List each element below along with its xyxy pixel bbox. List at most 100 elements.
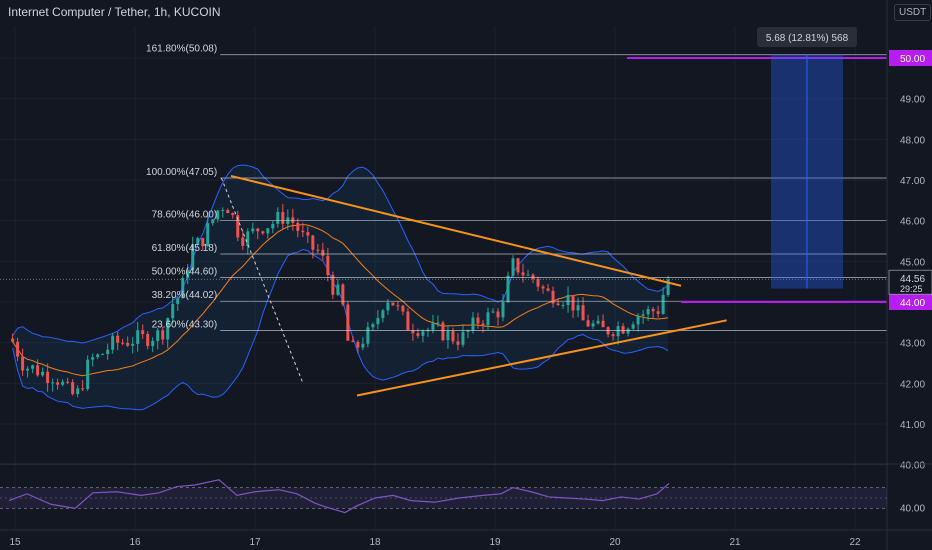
time-axis-tick: 15 <box>9 537 21 548</box>
bollinger-lower-band <box>12 249 669 411</box>
candle-body <box>616 326 620 337</box>
candle-body <box>241 237 245 246</box>
candle-body <box>256 228 260 232</box>
candle-body <box>91 357 95 360</box>
candle-body <box>321 249 325 256</box>
candle-body <box>86 359 90 389</box>
candle-body <box>266 228 270 234</box>
candle-body <box>126 342 130 346</box>
measure-label-box <box>757 27 857 47</box>
price-axis-tick: 43.00 <box>900 339 925 350</box>
target-price-tag-label: 50.00 <box>900 54 925 65</box>
candle-body <box>121 342 125 344</box>
candle-body <box>221 209 225 211</box>
candle-body <box>611 334 615 337</box>
candle-body <box>571 295 575 311</box>
time-axis-tick: 20 <box>609 537 621 548</box>
candle-body <box>656 311 660 314</box>
candle-body <box>581 305 585 321</box>
candle-body <box>486 312 490 326</box>
candle-body <box>476 317 480 324</box>
candle-body <box>406 311 410 331</box>
candle-body <box>461 331 465 345</box>
candle-body <box>111 335 115 350</box>
candle-body <box>46 371 50 383</box>
candle-body <box>71 382 75 395</box>
candle-body <box>146 333 150 347</box>
candle-body <box>96 354 100 358</box>
price-axis-tick: 48.00 <box>900 135 925 146</box>
support-price-tag-label: 44.00 <box>900 298 925 309</box>
candle-body <box>451 330 455 342</box>
candle-body <box>346 304 350 341</box>
candle-body <box>436 322 440 324</box>
candle-body <box>411 330 415 334</box>
candle-body <box>491 311 495 313</box>
candle-body <box>566 295 570 305</box>
price-axis-tick: 42.00 <box>900 379 925 390</box>
candle-body <box>481 323 485 326</box>
candle-body <box>621 326 625 334</box>
candle-body <box>16 341 20 357</box>
fib-level-label: 38.20%(44.02) <box>152 290 218 301</box>
candle-body <box>516 258 520 273</box>
price-axis-tick: 49.00 <box>900 95 925 106</box>
candle-body <box>351 340 355 342</box>
rsi-axis-tick: 40.00 <box>900 503 925 514</box>
fib-level-label: 61.80%(45.18) <box>152 243 218 254</box>
candle-body <box>456 341 460 345</box>
candle-body <box>251 228 255 232</box>
time-axis-tick: 21 <box>729 537 741 548</box>
chart-title: Internet Computer / Tether, 1h, KUCOIN <box>8 5 221 19</box>
candle-body <box>36 365 40 376</box>
time-axis-tick: 17 <box>249 537 261 548</box>
candle-body <box>136 330 140 344</box>
candle-body <box>161 330 165 340</box>
candle-body <box>466 330 470 332</box>
countdown-label: 29:25 <box>900 284 923 294</box>
candle-body <box>101 354 105 356</box>
candle-body <box>576 305 580 311</box>
candle-body <box>521 272 525 276</box>
candle-body <box>206 223 210 246</box>
fib-level-label: 78.60%(46.00) <box>152 210 218 221</box>
candle-body <box>186 270 190 278</box>
candle-body <box>196 238 200 245</box>
time-axis-tick: 19 <box>489 537 501 548</box>
candle-body <box>81 388 85 390</box>
candle-body <box>26 368 30 371</box>
candle-body <box>371 324 375 328</box>
candle-body <box>271 223 275 229</box>
candle-body <box>401 305 405 312</box>
candle-body <box>61 381 65 385</box>
candle-body <box>646 308 650 315</box>
candle-body <box>56 382 60 385</box>
candle-body <box>336 284 340 295</box>
candle-body <box>546 288 550 291</box>
candle-body <box>591 323 595 327</box>
candle-body <box>171 303 175 319</box>
fib-level-label: 100.00%(47.05) <box>146 167 217 178</box>
candle-body <box>586 320 590 327</box>
candle-body <box>151 340 155 347</box>
candle-body <box>556 303 560 305</box>
last-price-tag <box>888 269 932 295</box>
candle-body <box>626 328 630 334</box>
candle-body <box>641 314 645 316</box>
candle-body <box>596 320 600 324</box>
candle-body <box>501 302 505 318</box>
triangle-trend-line <box>356 319 727 397</box>
candle-body <box>531 274 535 279</box>
rsi-band-fill <box>0 487 887 509</box>
currency-badge[interactable]: USDT <box>894 4 932 21</box>
candle-body <box>51 382 55 384</box>
candle-body <box>361 343 365 348</box>
fib-connector-line <box>220 177 304 384</box>
bollinger-basis-line <box>12 224 669 377</box>
candle-body <box>431 323 435 330</box>
price-axis-tick: 46.00 <box>900 217 925 228</box>
candle-body <box>181 277 185 299</box>
